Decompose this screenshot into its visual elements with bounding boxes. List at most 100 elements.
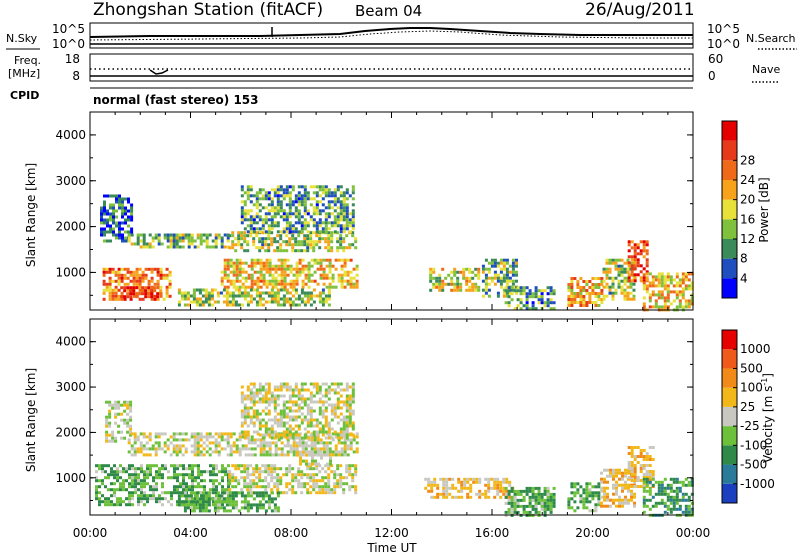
- heatmap-cell: [127, 215, 130, 219]
- heatmap-cell: [261, 297, 265, 301]
- heatmap-cell: [343, 444, 347, 448]
- heatmap-cell: [297, 191, 301, 195]
- heatmap-cell: [573, 509, 577, 513]
- heatmap-cell: [318, 212, 322, 216]
- heatmap-cell: [106, 218, 109, 222]
- heatmap-cell: [220, 245, 224, 249]
- heatmap-cell: [570, 491, 574, 495]
- heatmap-cell: [330, 388, 334, 392]
- heatmap-cell: [330, 234, 334, 238]
- heatmap-cell: [267, 237, 271, 241]
- heatmap-cell: [345, 467, 349, 471]
- heatmap-cell: [231, 485, 235, 489]
- heatmap-cell: [567, 506, 571, 510]
- heatmap-cell: [645, 284, 649, 288]
- heatmap-cell: [339, 227, 343, 231]
- heatmap-cell: [309, 243, 313, 247]
- heatmap-cell: [231, 503, 235, 507]
- heatmap-cell: [270, 430, 274, 434]
- heatmap-cell: [336, 246, 340, 250]
- heatmap-cell: [259, 264, 263, 268]
- heatmap-cell: [249, 209, 253, 213]
- heatmap-cell: [192, 300, 196, 304]
- heatmap-cell: [137, 467, 140, 471]
- heatmap-cell: [234, 467, 238, 471]
- heatmap-cell: [427, 477, 431, 481]
- heatmap-cell: [144, 292, 148, 296]
- heatmap-cell: [591, 289, 595, 292]
- heatmap-cell: [307, 285, 311, 289]
- heatmap-cell: [582, 488, 586, 492]
- heatmap-cell: [277, 438, 281, 442]
- heatmap-cell: [182, 485, 185, 489]
- heatmap-cell: [175, 236, 179, 240]
- heatmap-cell: [433, 483, 437, 487]
- heatmap-cell: [157, 447, 161, 451]
- heatmap-cell: [345, 388, 349, 392]
- heatmap-cell: [249, 397, 253, 401]
- heatmap-cell: [570, 497, 574, 501]
- heatmap-cell: [270, 400, 274, 404]
- heatmap-cell: [264, 470, 268, 474]
- heatmap-cell: [318, 246, 322, 250]
- heatmap-cell: [134, 473, 137, 477]
- heatmap-cell: [445, 495, 449, 499]
- heatmap-cell: [603, 477, 606, 481]
- heatmap-cell: [289, 444, 293, 448]
- heatmap-cell: [135, 295, 139, 299]
- heatmap-cell: [651, 284, 655, 288]
- heatmap-cell: [113, 464, 116, 468]
- heatmap-cell: [119, 488, 122, 492]
- heatmap-cell: [267, 430, 271, 434]
- heatmap-cell: [129, 270, 133, 274]
- heatmap-cell: [130, 227, 134, 231]
- heatmap-cell: [429, 288, 433, 292]
- heatmap-cell: [624, 498, 627, 502]
- heatmap-cell: [291, 249, 295, 253]
- heatmap-cell: [283, 276, 287, 280]
- heatmap-cell: [193, 441, 197, 445]
- heatmap-cell: [597, 491, 601, 495]
- heatmap-cell: [235, 438, 239, 442]
- heatmap-cell: [490, 261, 494, 265]
- heatmap-cell: [573, 301, 577, 304]
- heatmap-cell: [333, 403, 337, 407]
- heatmap-cell: [681, 296, 685, 300]
- heatmap-cell: [304, 444, 308, 448]
- heatmap-cell: [235, 264, 239, 268]
- heatmap-cell: [336, 397, 340, 401]
- heatmap-cell: [441, 285, 445, 289]
- heatmap-cell: [481, 267, 485, 271]
- heatmap-cell: [642, 504, 646, 508]
- heatmap-cell: [513, 495, 517, 499]
- heatmap-cell: [262, 438, 266, 442]
- heatmap-cell: [303, 200, 307, 204]
- heatmap-cell: [510, 498, 514, 502]
- heatmap-cell: [199, 236, 203, 240]
- heatmap-cell: [288, 467, 292, 471]
- heatmap-cell: [285, 224, 289, 228]
- heatmap-cell: [620, 279, 624, 283]
- heatmap-cell: [355, 282, 359, 286]
- heatmap-cell: [111, 433, 115, 437]
- heatmap-cell: [337, 441, 341, 445]
- heatmap-cell: [597, 485, 601, 489]
- heatmap-cell: [282, 424, 286, 428]
- heatmap-cell: [136, 435, 140, 439]
- heatmap-cell: [177, 494, 181, 498]
- heatmap-cell: [303, 209, 307, 213]
- heatmap-cell: [209, 464, 212, 468]
- heatmap-cell: [345, 403, 349, 407]
- heatmap-cell: [666, 305, 670, 309]
- heatmap-cell: [297, 203, 301, 207]
- heatmap-cell: [543, 507, 547, 511]
- heatmap-cell: [303, 191, 307, 195]
- heatmap-cell: [136, 438, 140, 442]
- heatmap-cell: [687, 498, 691, 502]
- heatmap-cell: [672, 495, 676, 499]
- heatmap-cell: [234, 500, 238, 504]
- heatmap-cell: [261, 433, 265, 437]
- heatmap-cell: [502, 477, 506, 481]
- heatmap-cell: [261, 240, 265, 244]
- heatmap-cell: [531, 295, 535, 299]
